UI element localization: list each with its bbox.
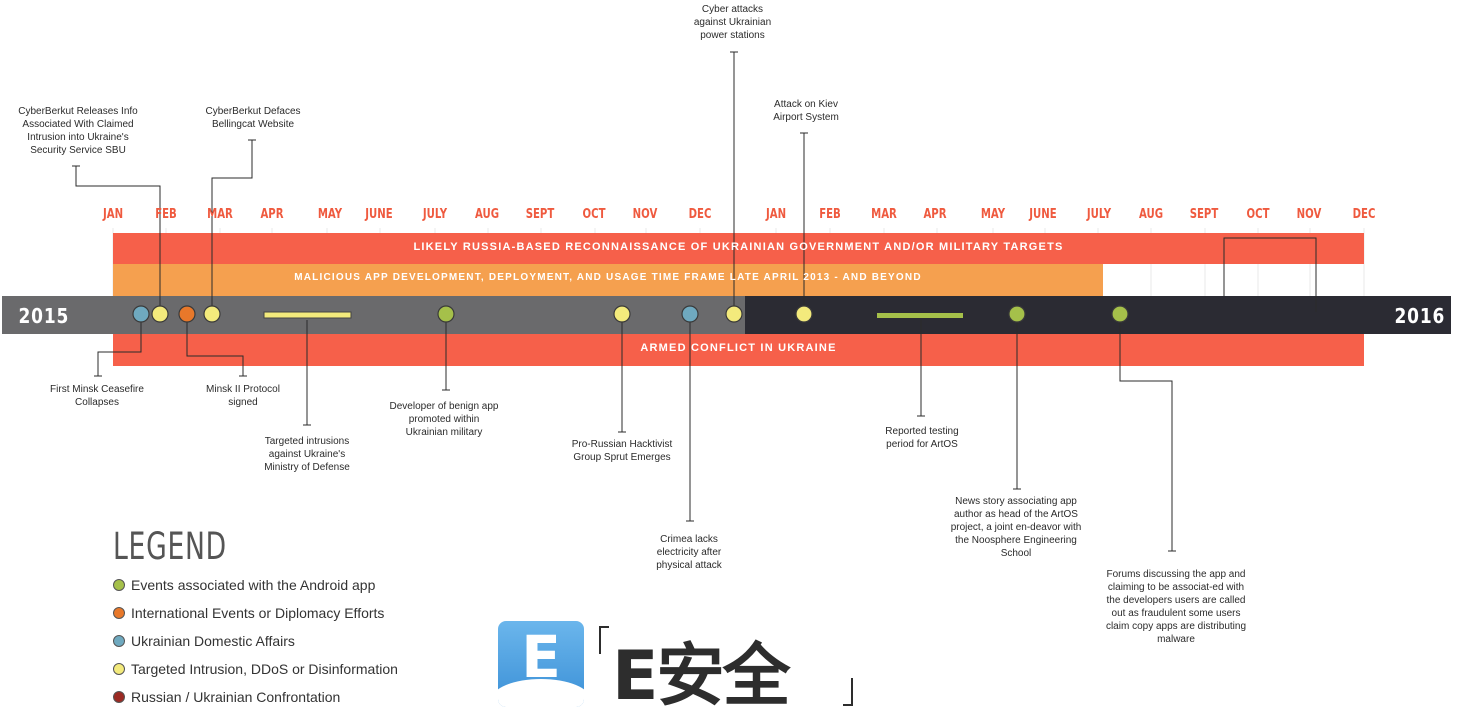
- event-label-news-story: News story associating app author as hea…: [950, 496, 1082, 559]
- dot-cyberberkut-sbu: [151, 305, 169, 323]
- event-label-sprut: Pro-Russian Hacktivist Group Sprut Emerg…: [571, 439, 673, 463]
- armed-conflict-band: [113, 334, 1364, 366]
- month-label: MAY: [317, 207, 343, 222]
- month-label: FEB: [819, 207, 841, 222]
- legend-swatch-domestic: [113, 635, 125, 647]
- armed-conflict-band-label: ARMED CONFLICT IN UKRAINE: [640, 342, 837, 354]
- legend-swatch-disinformation: [113, 663, 125, 675]
- month-label: JAN: [102, 207, 124, 222]
- event-label-cyberberkut-sbu: CyberBerkut Releases Info Associated Wit…: [18, 106, 138, 156]
- month-label: MAR: [871, 207, 897, 222]
- cloud-shape: [498, 679, 584, 707]
- dot-kiev-airport: [795, 305, 813, 323]
- event-label-crimea: Crimea lacks electricity after physical …: [656, 534, 722, 571]
- logo-bracket-close: [843, 678, 853, 706]
- event-dots: [132, 305, 1129, 323]
- year-2015-bar: [2, 296, 745, 334]
- month-label: APR: [923, 207, 947, 222]
- artos-testing-duration-bar: [877, 313, 963, 318]
- legend-item-domestic: Ukrainian Domestic Affairs: [113, 631, 295, 651]
- dot-benign-app: [437, 305, 455, 323]
- legend-swatch-international: [113, 607, 125, 619]
- month-label: JULY: [422, 207, 448, 222]
- month-label: SEPT: [525, 207, 555, 222]
- legend-swatch-android: [113, 579, 125, 591]
- dot-first-minsk: [132, 305, 150, 323]
- legend-item-label: Ukrainian Domestic Affairs: [131, 633, 295, 649]
- month-label: NOV: [1296, 207, 1322, 222]
- month-label: NOV: [632, 207, 658, 222]
- month-label: OCT: [582, 207, 606, 222]
- dot-bellingcat: [203, 305, 221, 323]
- legend-swatch-confrontation: [113, 691, 125, 703]
- year-2016-bar: [745, 296, 1451, 334]
- connector-lines: [75, 52, 1173, 551]
- month-label: FEB: [155, 207, 177, 222]
- event-label-ministry-defense: Targeted intrusions against Ukraine's Mi…: [264, 436, 350, 473]
- reconnaissance-band: [113, 233, 1364, 264]
- month-label: DEC: [688, 207, 712, 222]
- dot-power-stations: [725, 305, 743, 323]
- dot-news-story: [1008, 305, 1026, 323]
- legend-item-label: Events associated with the Android app: [131, 577, 376, 593]
- month-label: JUNE: [1029, 207, 1057, 222]
- month-label: OCT: [1246, 207, 1270, 222]
- month-label: MAY: [980, 207, 1006, 222]
- malicious-app-band-label: MALICIOUS APP DEVELOPMENT, DEPLOYMENT, A…: [294, 272, 922, 283]
- dot-sprut: [613, 305, 631, 323]
- month-label: JUNE: [365, 207, 393, 222]
- logo-letter: E: [521, 623, 561, 691]
- event-label-forums: Forums discussing the app and claiming t…: [1105, 569, 1247, 645]
- year-end-label: 2016: [1394, 304, 1446, 328]
- reconnaissance-bracket: [1223, 237, 1317, 312]
- legend-title: LEGEND: [113, 525, 227, 568]
- malicious-app-band: [113, 264, 1103, 296]
- dot-minsk-ii: [178, 305, 196, 323]
- event-label-bellingcat: CyberBerkut Defaces Bellingcat Website: [205, 106, 301, 130]
- month-label: JULY: [1086, 207, 1112, 222]
- legend-item-label: Targeted Intrusion, DDoS or Disinformati…: [131, 661, 398, 677]
- dot-forums: [1111, 305, 1129, 323]
- year-start-label: 2015: [18, 304, 70, 328]
- connector-caps: [72, 51, 1176, 552]
- legend-item-international: International Events or Diplomacy Effort…: [113, 603, 384, 623]
- legend-item-confrontation: Russian / Ukrainian Confrontation: [113, 687, 340, 707]
- month-label: DEC: [1352, 207, 1376, 222]
- reconnaissance-band-label: LIKELY RUSSIA-BASED RECONNAISSANCE OF UK…: [413, 241, 1064, 253]
- month-label: AUG: [474, 207, 500, 222]
- event-label-benign-app: Developer of benign app promoted within …: [389, 401, 499, 438]
- logo-bracket-open: [599, 626, 609, 654]
- legend-item-label: International Events or Diplomacy Effort…: [131, 605, 385, 621]
- event-label-artos-testing: Reported testing period for ArtOS: [885, 426, 959, 450]
- event-label-kiev-airport: Attack on Kiev Airport System: [773, 99, 839, 123]
- ministry-defense-duration-bar: [263, 311, 352, 319]
- month-label: AUG: [1138, 207, 1164, 222]
- dot-crimea: [681, 305, 699, 323]
- legend-item-disinformation: Targeted Intrusion, DDoS or Disinformati…: [113, 659, 398, 679]
- month-label: SEPT: [1189, 207, 1219, 222]
- month-label: JAN: [765, 207, 787, 222]
- legend-item-android: Events associated with the Android app: [113, 575, 375, 595]
- event-label-first-minsk: First Minsk Ceasefire Collapses: [50, 384, 144, 408]
- legend-item-label: Russian / Ukrainian Confrontation: [131, 689, 341, 705]
- month-label: MAR: [207, 207, 233, 222]
- event-label-power-stations: Cyber attacks against Ukrainian power st…: [693, 4, 772, 41]
- event-label-minsk-ii: Minsk II Protocol signed: [206, 384, 280, 408]
- e-security-logo-icon: E: [498, 621, 584, 707]
- month-label: APR: [260, 207, 284, 222]
- e-security-logo-text: E安全: [612, 637, 790, 716]
